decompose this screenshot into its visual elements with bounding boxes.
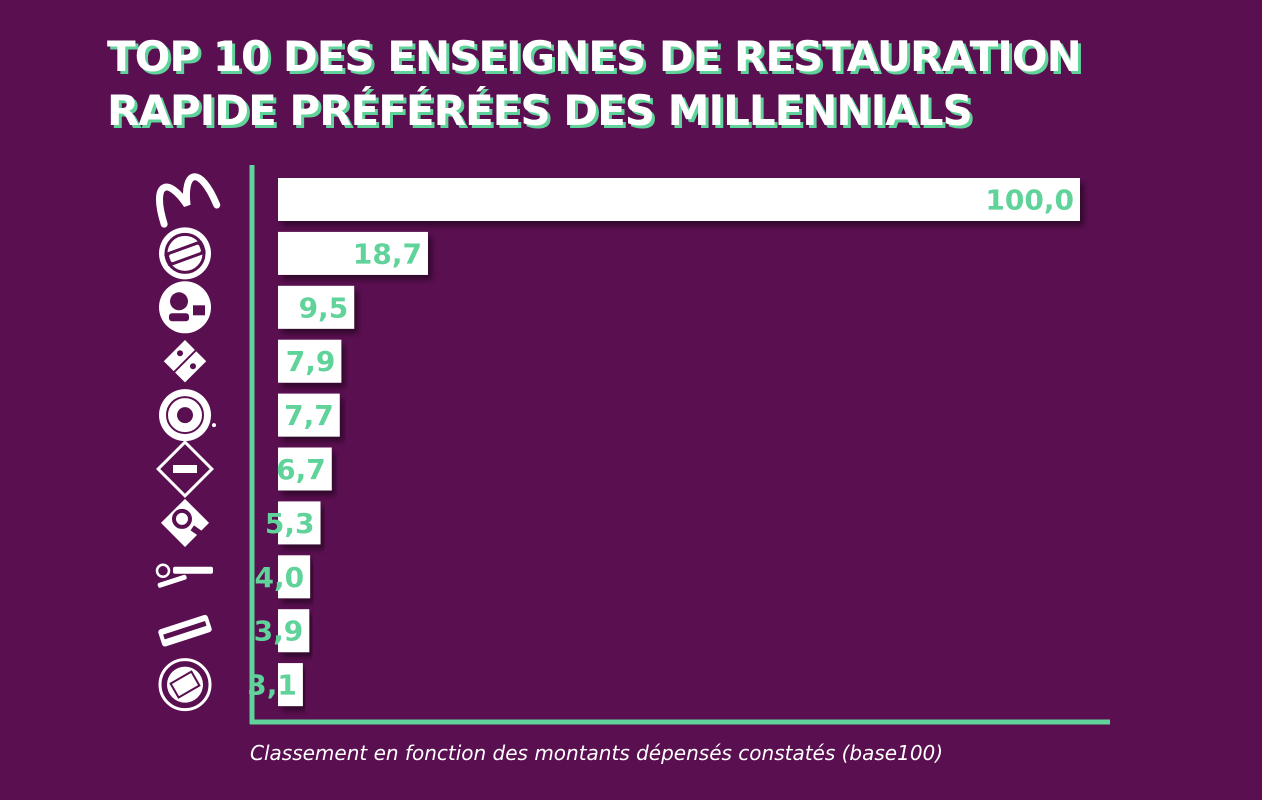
bar-2: [278, 231, 428, 275]
starbucks-logo: [159, 389, 216, 442]
bar-8: [278, 555, 311, 599]
title-line-1: TOP 10 DES ENSEIGNES DE RESTAURATION: [107, 32, 1082, 81]
bar-value-label: 6,7: [276, 453, 326, 486]
dominos-logo: [163, 339, 207, 383]
subway-logo: [158, 614, 212, 647]
bar-5: [278, 393, 340, 437]
bar-value-label: 7,7: [284, 399, 334, 432]
bar-9: [278, 609, 310, 653]
bar-value-label: 5,3: [265, 507, 315, 540]
axis-caption: Classement en fonction des montants dépe…: [250, 741, 944, 765]
bar-6: [278, 447, 332, 491]
mcdonalds-logo: [156, 173, 221, 228]
title-line-2: RAPIDE PRÉFÉRÉES DES MILLENNIALS: [107, 86, 973, 135]
bar-value-label: 3,1: [247, 669, 297, 702]
bar-value-label: 4,0: [254, 561, 304, 594]
paul-logo: [156, 440, 214, 498]
bar-3: [278, 285, 355, 329]
kfc-logo: [159, 281, 211, 334]
bar-value-label: 18,7: [353, 237, 422, 270]
bar-4: [278, 339, 342, 383]
bar-7: [278, 501, 321, 545]
sushishop-logo: [155, 563, 213, 588]
bar-value-label: 9,5: [299, 291, 349, 324]
bar-value-label: 100,0: [985, 184, 1074, 217]
classcroute-logo: [158, 658, 212, 712]
quick-logo: [160, 498, 210, 547]
burger-king-logo: [159, 227, 211, 280]
bar-1: [278, 178, 1080, 221]
bar-group: 100,0 18,79,5 7,9 7,7 6,7 5,3 4,0 3,9 3,1: [247, 178, 1080, 707]
page-title: TOP 10 DES ENSEIGNES DE RESTAURATION RAP…: [107, 30, 1082, 138]
bar-value-label: 3,9: [254, 615, 304, 648]
logo-column: [155, 173, 221, 712]
bar-10: [278, 663, 303, 707]
bar-value-label: 7,9: [286, 345, 336, 378]
